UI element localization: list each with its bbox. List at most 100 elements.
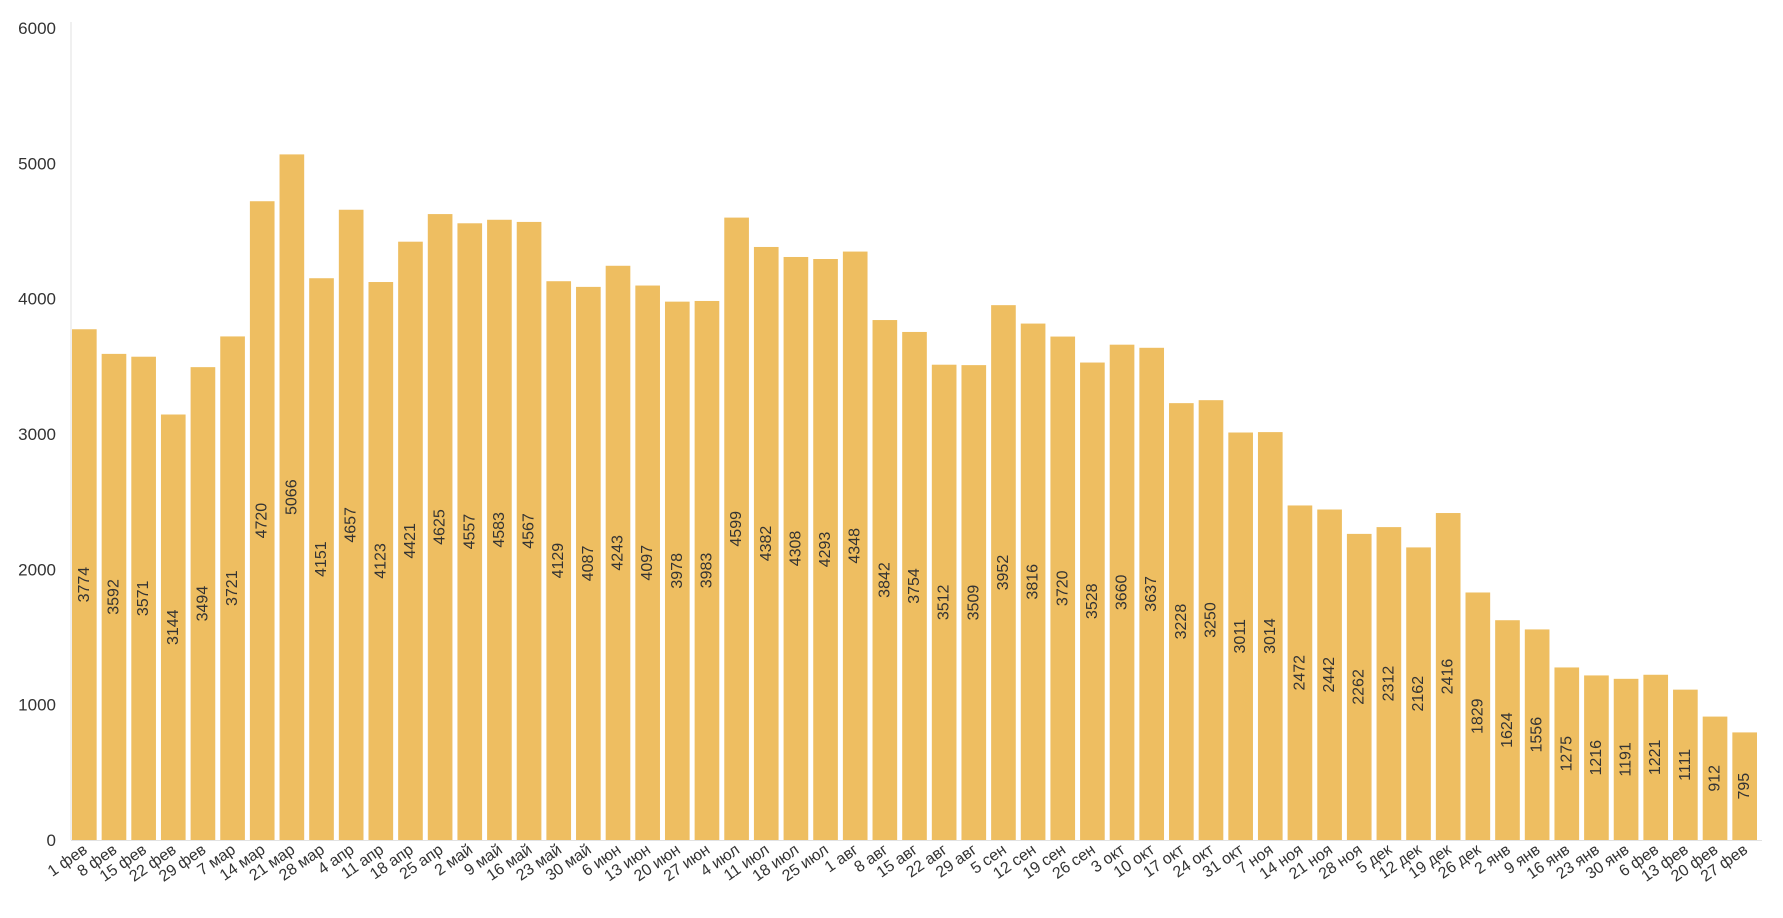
- bar[interactable]: [724, 217, 749, 841]
- bar[interactable]: [160, 414, 186, 840]
- data-label: 4087: [580, 546, 597, 582]
- data-label: 3011: [1232, 619, 1249, 654]
- bar[interactable]: [576, 286, 601, 840]
- bar[interactable]: [457, 223, 483, 841]
- data-label: 912: [1707, 765, 1724, 792]
- data-label: 1111: [1677, 749, 1694, 781]
- data-label: 4348: [847, 528, 864, 564]
- data-label: 1216: [1588, 740, 1605, 776]
- data-label: 4567: [521, 513, 538, 549]
- data-label: 4720: [254, 503, 271, 539]
- bar[interactable]: [1643, 674, 1669, 840]
- bar[interactable]: [368, 282, 394, 840]
- data-label: 3720: [1054, 570, 1071, 606]
- bar[interactable]: [783, 256, 809, 841]
- bar[interactable]: [605, 265, 631, 840]
- bar[interactable]: [931, 364, 957, 840]
- y-axis-tick-labels: 0 1000 2000 3000 4000 5000 6000: [18, 19, 56, 850]
- data-label: 4421: [402, 523, 419, 559]
- bar[interactable]: [872, 320, 898, 840]
- y-tick-label: 5000: [18, 154, 56, 173]
- bar[interactable]: [842, 251, 868, 840]
- bar[interactable]: [1702, 716, 1728, 840]
- bar[interactable]: [220, 336, 245, 840]
- bar[interactable]: [427, 214, 453, 840]
- bar[interactable]: [694, 300, 720, 841]
- bar[interactable]: [1228, 432, 1253, 840]
- bar[interactable]: [338, 209, 364, 840]
- data-label: 1829: [1469, 698, 1486, 734]
- bar[interactable]: [309, 278, 334, 841]
- bar[interactable]: [1465, 592, 1491, 840]
- bar[interactable]: [1406, 547, 1431, 840]
- data-label: 2312: [1380, 666, 1397, 702]
- bar[interactable]: [516, 221, 542, 840]
- data-label: 3528: [1084, 583, 1101, 619]
- bar[interactable]: [1257, 432, 1283, 840]
- data-label: 1624: [1499, 712, 1516, 748]
- bar[interactable]: [1554, 667, 1580, 840]
- bar[interactable]: [1673, 689, 1698, 840]
- data-label: 4599: [728, 511, 745, 547]
- data-label: 3816: [1025, 564, 1042, 600]
- bar[interactable]: [398, 241, 423, 840]
- bar[interactable]: [1376, 527, 1402, 840]
- y-tick-label: 2000: [18, 560, 56, 579]
- bar[interactable]: [961, 365, 987, 840]
- bar[interactable]: [1317, 509, 1342, 840]
- data-label: 4557: [461, 514, 478, 550]
- bar[interactable]: [101, 353, 127, 840]
- bar[interactable]: [1435, 513, 1461, 840]
- data-label: 4151: [313, 541, 330, 577]
- bar[interactable]: [1495, 620, 1520, 840]
- bar[interactable]: [131, 356, 156, 840]
- bar[interactable]: [190, 367, 216, 840]
- data-label: 3978: [669, 553, 686, 589]
- bar[interactable]: [1524, 629, 1550, 840]
- data-label: 3228: [1173, 604, 1190, 640]
- bar[interactable]: [1080, 362, 1105, 840]
- bar[interactable]: [635, 285, 660, 840]
- data-label: 2472: [1291, 655, 1308, 691]
- bar[interactable]: [1613, 678, 1639, 840]
- bar[interactable]: [249, 201, 275, 841]
- bar[interactable]: [753, 246, 779, 841]
- bar[interactable]: [902, 331, 927, 840]
- bar[interactable]: [1346, 533, 1372, 840]
- data-label: 3660: [1114, 574, 1131, 610]
- y-tick-label: 4000: [18, 290, 56, 309]
- bar[interactable]: [487, 219, 512, 840]
- data-label: 3250: [1202, 602, 1219, 638]
- bar[interactable]: [1732, 732, 1757, 840]
- data-label: 3754: [906, 568, 923, 604]
- bar[interactable]: [1198, 400, 1224, 840]
- data-label: 1221: [1647, 739, 1664, 775]
- bar[interactable]: [1109, 344, 1135, 840]
- data-label: 3509: [965, 585, 982, 621]
- bar[interactable]: [72, 329, 97, 840]
- y-tick-label: 1000: [18, 696, 56, 715]
- data-label: 4657: [343, 507, 360, 543]
- bar[interactable]: [991, 305, 1016, 840]
- bar[interactable]: [1139, 347, 1165, 840]
- data-label: 2262: [1351, 669, 1368, 705]
- bar[interactable]: [546, 281, 572, 841]
- bar[interactable]: [664, 301, 690, 840]
- bar[interactable]: [1287, 505, 1313, 840]
- data-label: 4583: [491, 512, 508, 548]
- data-label: 3494: [194, 586, 211, 622]
- data-label: 3637: [1143, 576, 1160, 612]
- data-label: 4625: [432, 509, 449, 545]
- bar[interactable]: [1169, 403, 1194, 840]
- data-label: 3842: [876, 562, 893, 598]
- bar[interactable]: [279, 154, 305, 840]
- data-label: 3721: [224, 570, 241, 606]
- data-label: 3983: [698, 553, 715, 589]
- bar[interactable]: [1584, 675, 1609, 840]
- bar[interactable]: [1050, 336, 1076, 840]
- bar[interactable]: [1020, 323, 1046, 840]
- data-label: 1275: [1558, 736, 1575, 772]
- bar[interactable]: [813, 259, 838, 840]
